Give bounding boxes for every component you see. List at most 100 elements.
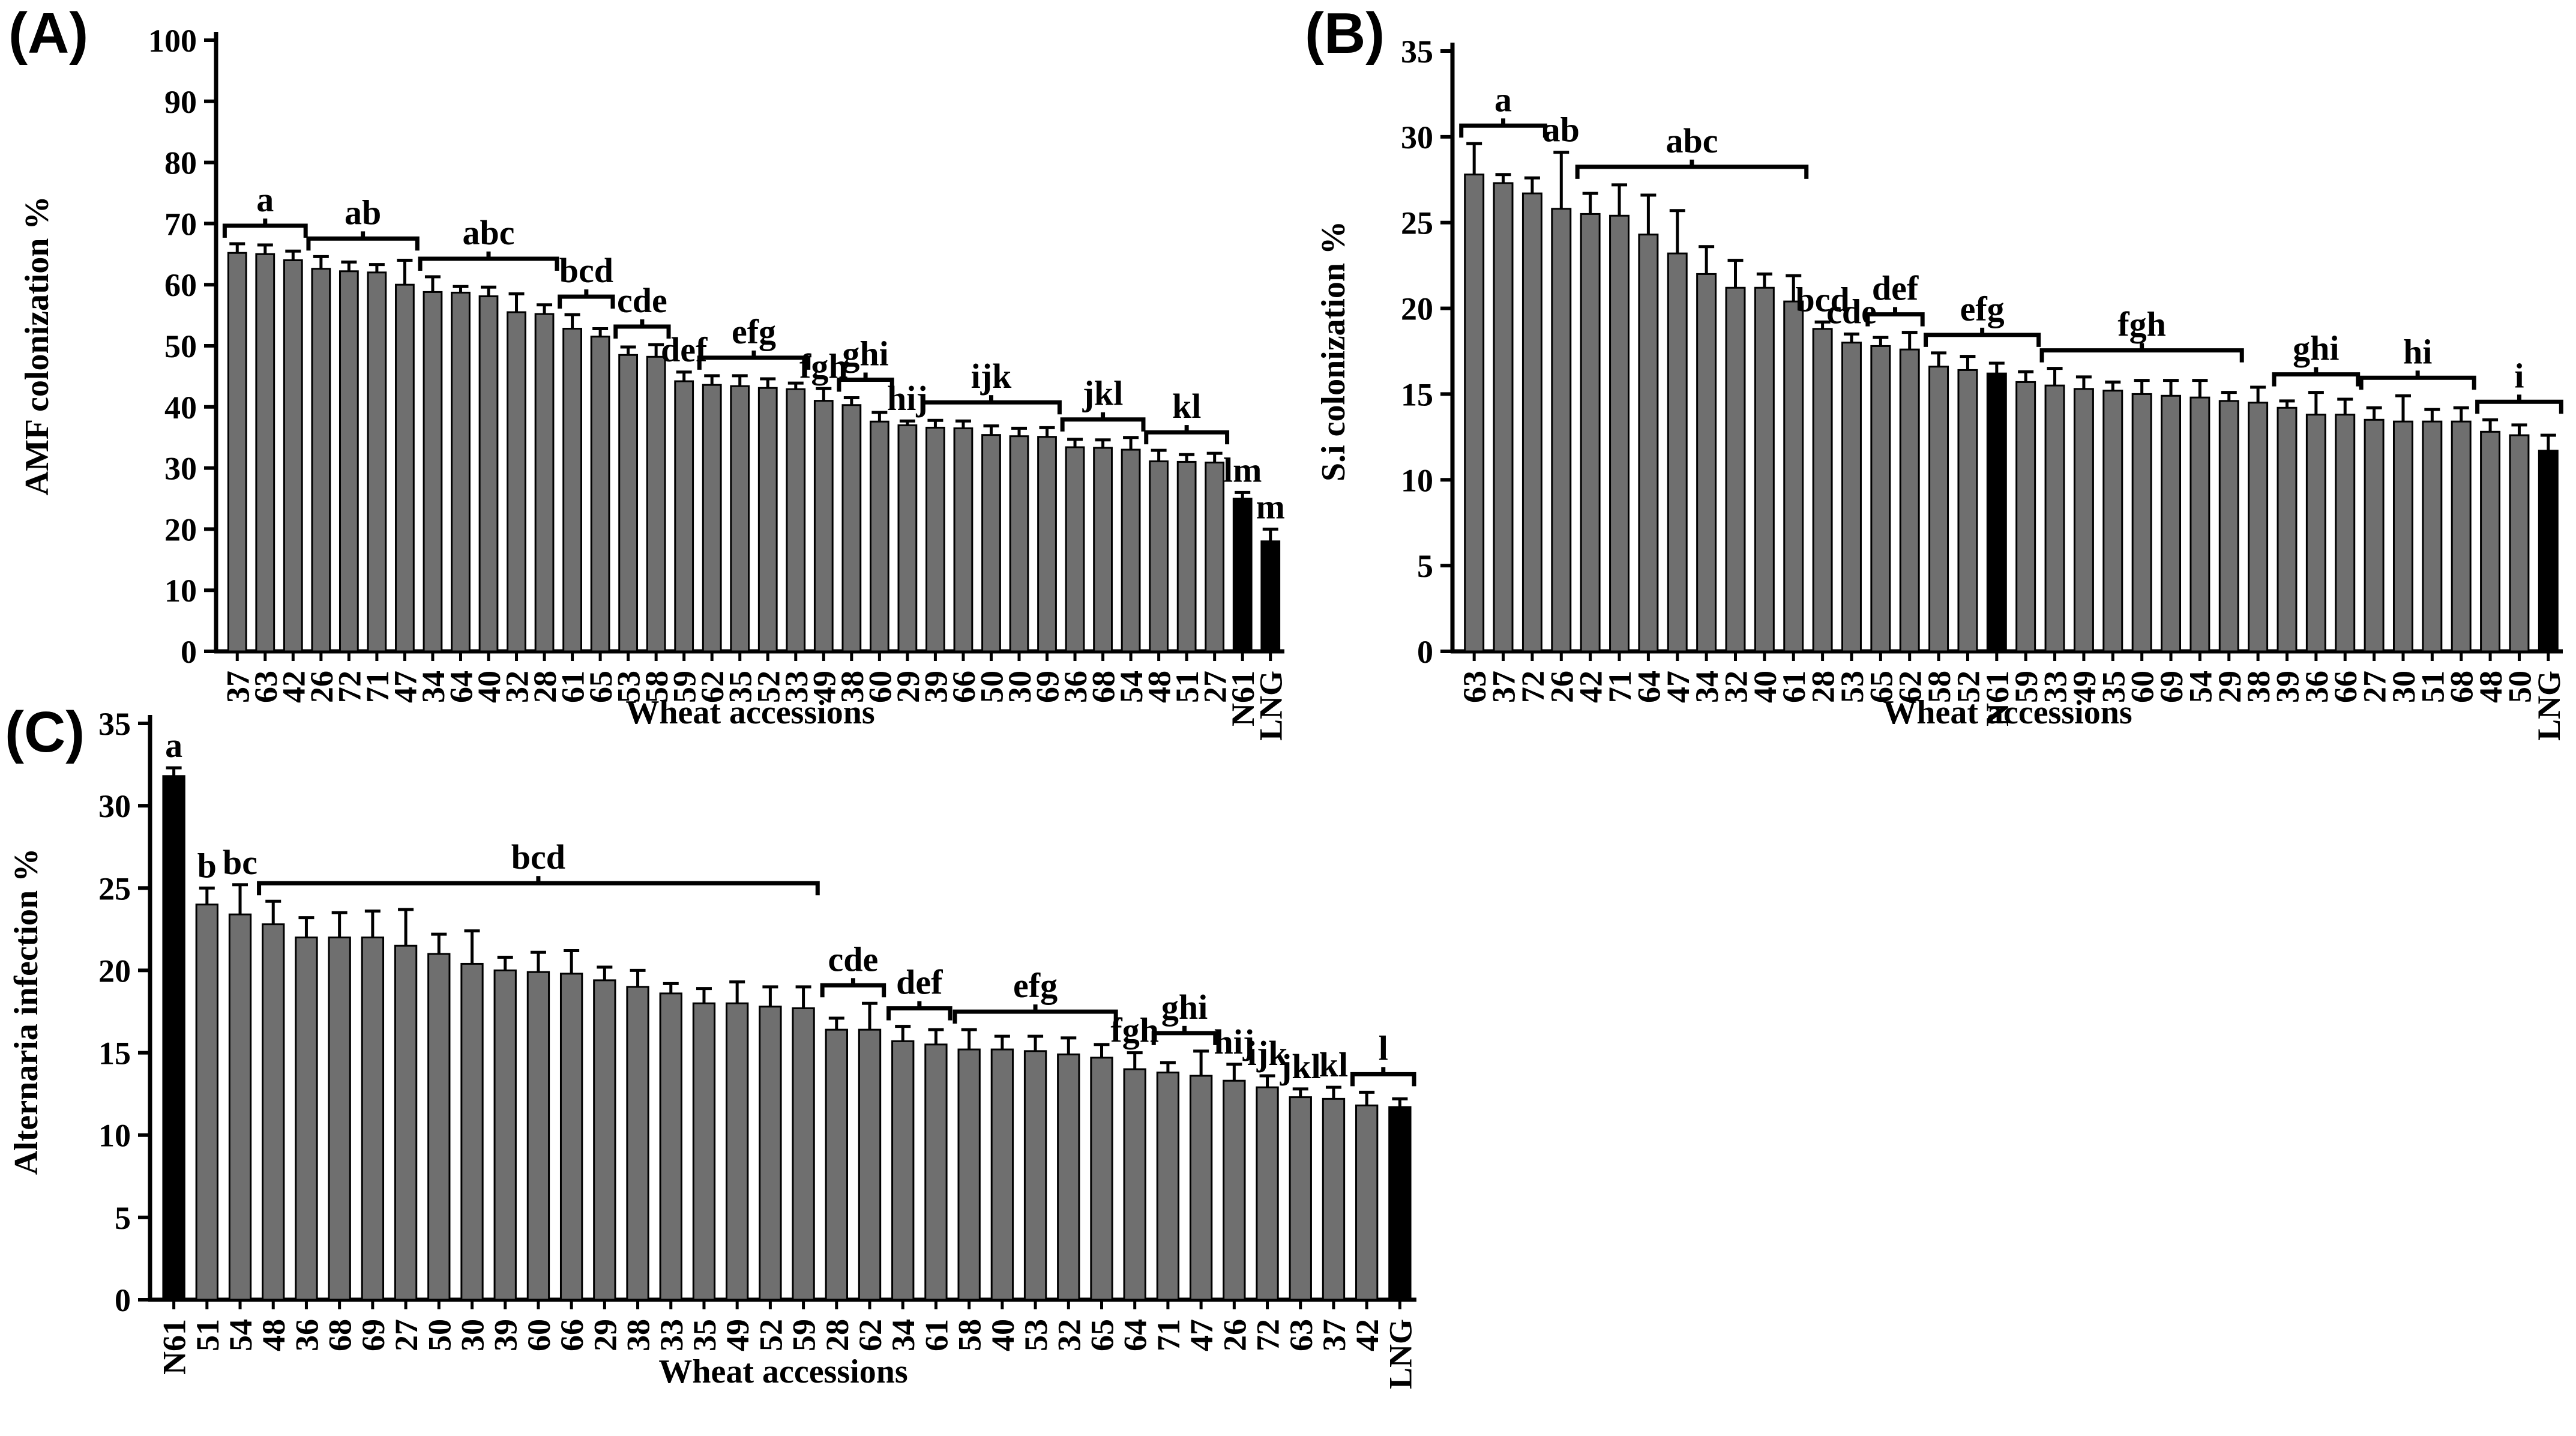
svg-text:30: 30 <box>1401 119 1433 155</box>
svg-text:50: 50 <box>974 671 1010 703</box>
svg-text:kl: kl <box>1172 387 1201 426</box>
svg-text:60: 60 <box>862 671 898 703</box>
svg-text:abc: abc <box>1666 121 1718 160</box>
svg-text:33: 33 <box>778 671 814 703</box>
svg-text:27: 27 <box>388 1319 424 1351</box>
svg-text:34: 34 <box>1689 671 1725 703</box>
svg-text:0: 0 <box>181 634 197 670</box>
svg-text:38: 38 <box>834 671 870 703</box>
svg-text:20: 20 <box>98 953 131 989</box>
svg-text:65: 65 <box>1863 671 1899 703</box>
svg-text:jkl: jkl <box>1280 1047 1321 1086</box>
svg-text:49: 49 <box>806 671 842 703</box>
svg-text:hi: hi <box>2403 332 2432 371</box>
svg-text:62: 62 <box>1892 671 1928 703</box>
svg-text:20: 20 <box>1401 291 1433 327</box>
svg-text:49: 49 <box>2066 671 2102 703</box>
svg-text:39: 39 <box>2270 671 2306 703</box>
svg-text:71: 71 <box>1151 1319 1187 1351</box>
svg-text:60: 60 <box>521 1319 557 1351</box>
svg-text:ghi: ghi <box>1161 988 1208 1027</box>
svg-text:34: 34 <box>885 1319 921 1351</box>
svg-text:42: 42 <box>1349 1319 1385 1351</box>
svg-text:26: 26 <box>1544 671 1580 703</box>
svg-text:N61: N61 <box>1979 671 2015 726</box>
svg-text:cde: cde <box>617 281 667 320</box>
svg-text:27: 27 <box>1197 671 1233 703</box>
svg-text:10: 10 <box>98 1118 131 1154</box>
svg-text:28: 28 <box>1805 671 1841 703</box>
svg-text:a: a <box>1494 80 1512 119</box>
svg-text:m: m <box>1256 487 1285 526</box>
svg-text:b: b <box>197 846 217 885</box>
svg-text:30: 30 <box>164 451 197 487</box>
svg-text:bcd: bcd <box>1795 280 1849 319</box>
svg-text:a: a <box>165 726 182 765</box>
svg-text:N61: N61 <box>1225 671 1261 726</box>
svg-text:36: 36 <box>1058 671 1094 703</box>
svg-text:Alternaria infection %: Alternaria infection % <box>8 848 45 1175</box>
svg-text:LNG: LNG <box>1382 1319 1418 1389</box>
svg-text:51: 51 <box>190 1319 226 1351</box>
svg-text:72: 72 <box>331 671 367 703</box>
svg-text:30: 30 <box>455 1319 491 1351</box>
svg-text:63: 63 <box>1457 671 1493 703</box>
svg-text:63: 63 <box>1283 1319 1319 1351</box>
svg-text:51: 51 <box>2415 671 2451 703</box>
svg-text:62: 62 <box>852 1319 888 1351</box>
svg-text:53: 53 <box>611 671 647 703</box>
svg-text:40: 40 <box>471 671 507 703</box>
svg-text:26: 26 <box>304 671 340 703</box>
svg-text:28: 28 <box>527 671 563 703</box>
svg-text:66: 66 <box>2328 671 2364 703</box>
svg-text:abc: abc <box>463 213 515 252</box>
svg-text:72: 72 <box>1515 671 1551 703</box>
svg-text:35: 35 <box>1401 34 1433 70</box>
svg-text:35: 35 <box>2095 671 2131 703</box>
svg-text:ghi: ghi <box>2293 329 2339 368</box>
svg-text:bcd: bcd <box>511 837 565 876</box>
svg-text:61: 61 <box>1776 671 1812 703</box>
svg-text:53: 53 <box>1018 1319 1054 1351</box>
svg-text:30: 30 <box>1002 671 1038 703</box>
svg-text:65: 65 <box>583 671 619 703</box>
svg-text:38: 38 <box>621 1319 657 1351</box>
svg-text:25: 25 <box>98 870 131 907</box>
svg-text:27: 27 <box>2357 671 2393 703</box>
svg-text:S.i colonization %: S.i colonization % <box>1315 221 1352 481</box>
chart-si-colonization: 0 5 10 15 20 25 30 35 63377226427164473432406128… <box>1315 34 2567 741</box>
svg-text:38: 38 <box>2240 671 2277 703</box>
svg-text:69: 69 <box>2153 671 2189 703</box>
svg-text:32: 32 <box>1718 671 1754 703</box>
svg-text:69: 69 <box>1030 671 1066 703</box>
svg-text:fgh: fgh <box>1110 1011 1159 1050</box>
svg-text:42: 42 <box>275 671 311 703</box>
svg-text:ijk: ijk <box>971 357 1012 396</box>
svg-text:47: 47 <box>1184 1319 1220 1351</box>
svg-text:70: 70 <box>164 206 197 242</box>
svg-text:5: 5 <box>115 1200 131 1236</box>
svg-text:48: 48 <box>256 1319 292 1351</box>
panel-a-label: (A) <box>8 1 89 65</box>
svg-text:fgh: fgh <box>2117 305 2166 344</box>
svg-text:47: 47 <box>387 671 423 703</box>
svg-text:l: l <box>1379 1028 1388 1067</box>
svg-text:kl: kl <box>1319 1045 1348 1084</box>
svg-text:58: 58 <box>1921 671 1957 703</box>
svg-text:90: 90 <box>164 84 197 120</box>
panel-a: (A) 0 10 20 30 40 50 60 70 80 90 100 37 63 42 26 72 71 47… <box>0 0 1296 750</box>
svg-text:32: 32 <box>1051 1319 1087 1351</box>
svg-text:34: 34 <box>415 671 451 703</box>
svg-text:69: 69 <box>355 1319 391 1351</box>
svg-text:49: 49 <box>720 1319 756 1351</box>
svg-text:100: 100 <box>148 23 197 59</box>
svg-text:30: 30 <box>2386 671 2422 703</box>
svg-text:36: 36 <box>2299 671 2335 703</box>
panel-c: (C) 0 5 10 15 20 25 30 35 N61 51 54 48 36 68 69 27 50 30 3… <box>0 690 1440 1436</box>
svg-text:68: 68 <box>2444 671 2480 703</box>
svg-text:80: 80 <box>164 145 197 181</box>
svg-text:72: 72 <box>1250 1319 1286 1351</box>
svg-text:N61: N61 <box>157 1319 193 1375</box>
svg-text:cde: cde <box>828 940 879 979</box>
svg-text:efg: efg <box>1960 289 2005 328</box>
